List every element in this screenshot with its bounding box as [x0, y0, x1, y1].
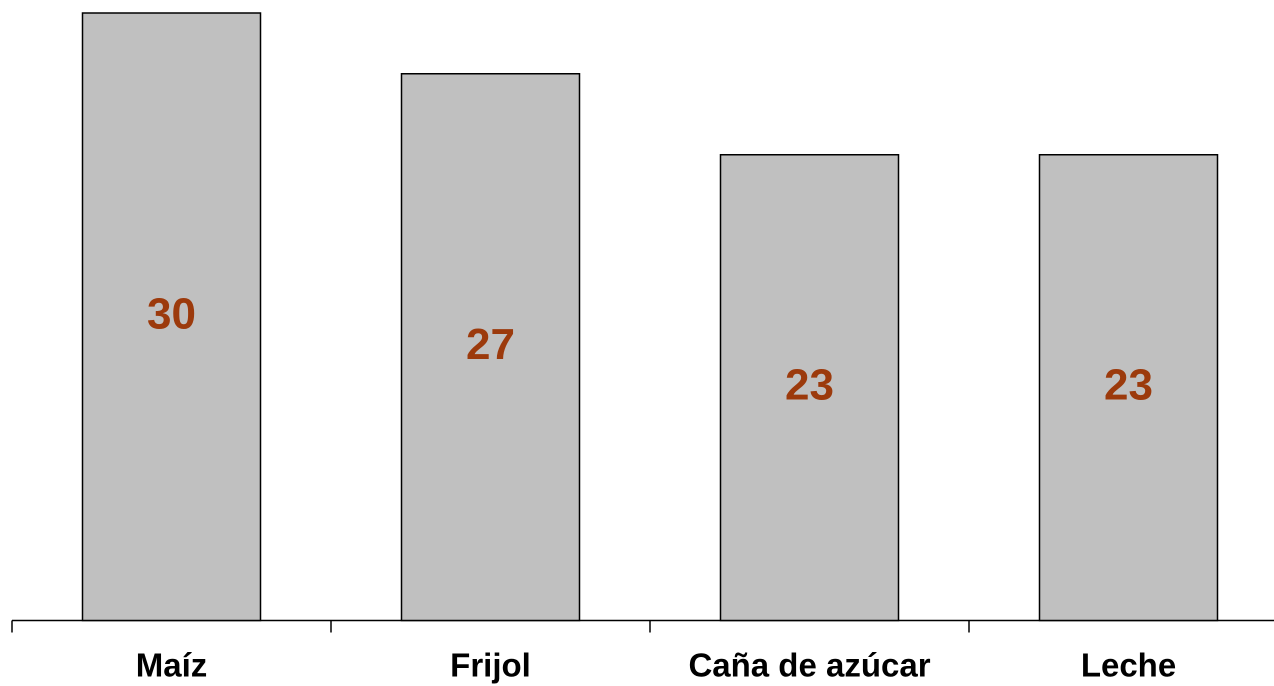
data-label: 23: [1104, 360, 1153, 409]
x-tick-label: Maíz: [136, 647, 208, 684]
bar: [1038, 154, 1219, 622]
data-label: 23: [785, 360, 834, 409]
data-label: 30: [147, 289, 196, 338]
bar: [719, 154, 900, 622]
bar: [81, 12, 262, 622]
bar: [400, 73, 581, 622]
x-tick-label: Caña de azúcar: [688, 647, 930, 684]
data-label: 27: [466, 320, 515, 369]
x-tick-label: Leche: [1081, 647, 1176, 684]
x-tick-label: Frijol: [450, 647, 531, 684]
